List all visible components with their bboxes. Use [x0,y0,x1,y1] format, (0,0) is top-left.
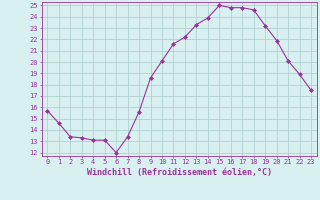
X-axis label: Windchill (Refroidissement éolien,°C): Windchill (Refroidissement éolien,°C) [87,168,272,177]
